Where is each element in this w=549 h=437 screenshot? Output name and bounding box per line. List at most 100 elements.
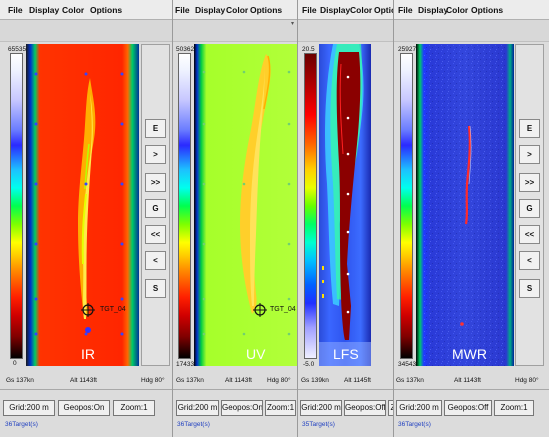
menu-options[interactable]: Options xyxy=(250,5,283,15)
ir-zoom-button[interactable]: Zoom:1 xyxy=(113,400,155,416)
mwr-colorbar-max: 25927 xyxy=(398,46,417,53)
menu-color[interactable]: Color xyxy=(350,5,373,15)
ir-grid-button[interactable]: Grid:200 m xyxy=(3,400,55,416)
uv-status-hdg: Hdg 80° xyxy=(267,377,291,384)
lfs-zoom-button[interactable]: Z xyxy=(388,400,393,416)
menu-options[interactable]: Options xyxy=(471,5,504,15)
ir-channel-label: IR xyxy=(81,346,95,362)
nav-e-button[interactable]: E xyxy=(145,119,166,138)
lfs-colorbar-min: -5.0 xyxy=(303,361,315,368)
ir-nav-panel: E > >> G << < S xyxy=(141,44,170,366)
mwr-status-alt: Alt 1143ft xyxy=(454,377,481,384)
nav-prev-button[interactable]: < xyxy=(519,251,540,270)
mwr-zoom-button[interactable]: Zoom:1 xyxy=(494,400,534,416)
uv-target-label: TGT_04 xyxy=(270,306,296,313)
uv-colorbar-min: 17433 xyxy=(176,361,195,368)
menu-display[interactable]: Display xyxy=(29,5,60,15)
mwr-toolbar-strip xyxy=(394,20,549,42)
ir-colorbar-max: 65535 xyxy=(8,46,27,53)
lfs-colorbar-max: 20.5 xyxy=(302,46,315,53)
ir-colorbar-min: 0 xyxy=(13,360,17,367)
ir-geopos-button[interactable]: Geopos:On xyxy=(58,400,110,416)
ir-status-speed: Gs 137kn xyxy=(6,377,34,384)
nav-fast-forward-button[interactable]: >> xyxy=(145,173,166,192)
ir-separator xyxy=(0,389,172,390)
nav-rewind-button[interactable]: << xyxy=(519,225,540,244)
ir-image: TGT_04 IR xyxy=(26,44,139,366)
nav-s-button[interactable]: S xyxy=(145,279,166,298)
mwr-targets-count[interactable]: 36Target(s) xyxy=(398,421,431,428)
uv-grid-button[interactable]: Grid:200 m xyxy=(176,400,219,416)
lfs-pane: File Display Color Options 20.5 -5.0 xyxy=(298,0,394,437)
ir-target-crosshair-icon[interactable] xyxy=(81,303,95,317)
ir-colorbar xyxy=(10,53,23,359)
mwr-colorbar-min: 34543 xyxy=(398,361,417,368)
uv-colorbar-max: 50362 xyxy=(176,46,195,53)
ir-menubar: File Display Color Options xyxy=(0,0,172,20)
menu-file[interactable]: File xyxy=(398,5,413,15)
uv-colorbar xyxy=(178,53,191,359)
mwr-colorbar xyxy=(400,53,413,359)
menu-file[interactable]: File xyxy=(8,5,23,15)
uv-targets-count[interactable]: 36Target(s) xyxy=(177,421,210,428)
nav-e-button[interactable]: E xyxy=(519,119,540,138)
lfs-targets-count[interactable]: 35Target(s) xyxy=(302,421,335,428)
mwr-geopos-button[interactable]: Geopos:Off xyxy=(444,400,492,416)
uv-separator xyxy=(173,389,297,390)
mwr-plume-svg xyxy=(416,44,514,366)
uv-plume-svg xyxy=(194,44,297,366)
mwr-nav-panel: E > >> G << < S xyxy=(515,44,544,366)
lfs-plume-svg xyxy=(319,44,371,366)
ir-pane: File Display Color Options 65535 0 xyxy=(0,0,173,437)
mwr-grid-button[interactable]: Grid:200 m xyxy=(396,400,442,416)
lfs-menubar: File Display Color Options xyxy=(298,0,393,20)
lfs-colorbar xyxy=(304,53,317,359)
uv-image: TGT_04 UV xyxy=(194,44,297,366)
uv-geopos-button[interactable]: Geopos:On xyxy=(221,400,263,416)
mwr-pane: File Display Color Options 25927 34543 xyxy=(394,0,549,437)
lfs-grid-button[interactable]: Grid:200 m xyxy=(300,400,342,416)
nav-next-button[interactable]: > xyxy=(145,145,166,164)
menu-color[interactable]: Color xyxy=(62,5,85,15)
uv-status-alt: Alt 1143ft xyxy=(225,377,252,384)
lfs-toolbar-strip xyxy=(298,20,393,42)
lfs-image: LFS xyxy=(319,44,371,366)
menu-file[interactable]: File xyxy=(302,5,317,15)
mwr-status-hdg: Hdg 80° xyxy=(515,377,539,384)
uv-channel-label: UV xyxy=(246,346,266,362)
menu-color[interactable]: Color xyxy=(226,5,249,15)
mwr-separator xyxy=(394,389,549,390)
uv-zoom-button[interactable]: Zoom:1 xyxy=(265,400,296,416)
nav-g-button[interactable]: G xyxy=(145,199,166,218)
lfs-separator xyxy=(298,389,393,390)
ir-toolbar-strip xyxy=(0,20,172,42)
mwr-status-speed: Gs 137kn xyxy=(396,377,424,384)
menu-options[interactable]: Options xyxy=(374,5,393,15)
menu-file[interactable]: File xyxy=(175,5,190,15)
nav-prev-button[interactable]: < xyxy=(145,251,166,270)
nav-s-button[interactable]: S xyxy=(519,279,540,298)
uv-pane: File Display Color Options ▾ 50362 17433 xyxy=(173,0,298,437)
ir-targets-count[interactable]: 36Target(s) xyxy=(5,421,38,428)
uv-menubar: File Display Color Options xyxy=(173,0,297,20)
ir-target-label: TGT_04 xyxy=(100,306,126,313)
uv-target-crosshair-icon[interactable] xyxy=(253,303,267,317)
menu-color[interactable]: Color xyxy=(446,5,469,15)
lfs-geopos-button[interactable]: Geopos:Off xyxy=(344,400,386,416)
nav-g-button[interactable]: G xyxy=(519,199,540,218)
menu-display[interactable]: Display xyxy=(195,5,226,15)
uv-scroll-arrow-icon[interactable]: ▾ xyxy=(291,21,295,27)
menu-options[interactable]: Options xyxy=(90,5,123,15)
nav-rewind-button[interactable]: << xyxy=(145,225,166,244)
nav-fast-forward-button[interactable]: >> xyxy=(519,173,540,192)
mwr-image: MWR xyxy=(416,44,514,366)
ir-plume-svg xyxy=(26,44,139,366)
uv-toolbar-strip xyxy=(173,20,297,42)
lfs-status-alt: Alt 1145ft xyxy=(344,377,371,384)
mwr-menubar: File Display Color Options xyxy=(394,0,549,20)
nav-next-button[interactable]: > xyxy=(519,145,540,164)
lfs-channel-label: LFS xyxy=(333,346,359,362)
ir-status-hdg: Hdg 80° xyxy=(141,377,165,384)
menu-display[interactable]: Display xyxy=(320,5,351,15)
menu-display[interactable]: Display xyxy=(418,5,449,15)
